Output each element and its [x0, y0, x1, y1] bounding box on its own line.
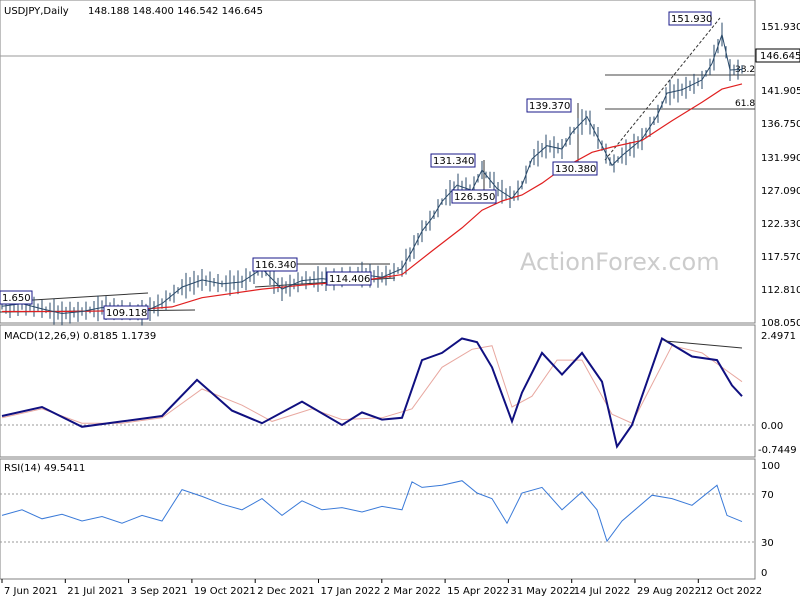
y-tick-label: 151.930	[761, 22, 800, 33]
annotation-box	[252, 257, 298, 272]
moving-average-line	[2, 83, 743, 313]
fib-label-618: 61.8	[735, 99, 755, 109]
macd-line	[1, 337, 743, 450]
annotation-label: 114.406	[329, 274, 370, 285]
x-tick-label: 12 Oct 2022	[700, 586, 762, 597]
last-price-box	[755, 48, 800, 63]
x-tick-label: 7 Jun 2021	[4, 586, 58, 597]
x-tick-label: 15 Apr 2022	[447, 586, 509, 597]
x-tick-label: 17 Jan 2022	[321, 586, 381, 597]
rsi-line	[1, 480, 743, 543]
annotation-box	[430, 153, 476, 168]
ohlc-readout: 148.188 148.400 146.542 146.645	[88, 6, 263, 17]
y-tick-label: 112.810	[761, 285, 800, 296]
y-tick-label: 136.750	[761, 119, 800, 130]
divergence-line	[664, 340, 743, 349]
macd-tick-label: 0.00	[761, 421, 783, 432]
y-tick-label: 122.330	[761, 219, 800, 230]
x-tick-label: 14 Jul 2022	[574, 586, 631, 597]
rsi-tick-label: 0	[761, 568, 767, 579]
y-tick-label: 131.990	[761, 153, 800, 164]
rsi-tick-label: 70	[761, 490, 774, 501]
annotation-label: 1.650	[2, 293, 31, 304]
rsi-header: RSI(14) 49.5411	[4, 463, 85, 474]
y-tick-label: 117.570	[761, 252, 800, 263]
y-tick-label: 127.090	[761, 186, 800, 197]
x-tick-label: 3 Sep 2021	[131, 586, 188, 597]
annotation-label: 130.380	[555, 164, 596, 175]
macd-tick-label: -0.7449	[758, 445, 797, 456]
rsi-tick-label: 30	[761, 538, 774, 549]
y-tick-label: 141.905	[761, 86, 800, 97]
annotation-label: 131.340	[433, 156, 474, 167]
macd-tick-label: 2.4971	[761, 331, 796, 342]
annotation-label: 109.118	[106, 308, 147, 319]
annotation-box	[326, 271, 372, 286]
rsi-panel	[0, 458, 756, 580]
annotation-box	[0, 290, 33, 305]
x-tick-label: 29 Aug 2022	[637, 586, 701, 597]
last-price-label: 146.645	[760, 51, 800, 62]
x-tick-label: 31 May 2022	[510, 586, 575, 597]
macd-panel	[0, 324, 756, 458]
annotation-label: 116.340	[255, 260, 296, 271]
annotation-label: 151.930	[671, 14, 712, 25]
price-line	[1, 32, 743, 315]
x-tick-label: 19 Oct 2021	[194, 586, 256, 597]
x-tick-label: 2 Dec 2021	[257, 586, 315, 597]
fib-label-382: 38.2	[735, 65, 755, 75]
annotation-box	[103, 305, 149, 320]
y-tick-label: 108.050	[761, 318, 800, 329]
fib-range-line	[604, 17, 721, 161]
watermark: ActionForex.com	[520, 248, 720, 276]
x-tick-label: 2 Mar 2022	[384, 586, 441, 597]
rsi-tick-label: 100	[761, 461, 780, 472]
x-tick-label: 21 Jul 2021	[67, 586, 124, 597]
x-axis: 7 Jun 2021 21 Jul 2021 3 Sep 2021 19 Oct 20…	[1, 579, 762, 597]
annotation-box	[668, 11, 712, 26]
annotation-box	[526, 98, 572, 113]
annotation-label: 126.350	[454, 192, 495, 203]
annotation-label: 139.370	[529, 101, 570, 112]
price-header: USDJPY,Daily	[4, 6, 69, 17]
macd-header: MACD(12,26,9) 0.8185 1.1739	[4, 331, 156, 342]
annotation-box	[552, 161, 598, 176]
annotation-box	[451, 189, 497, 204]
